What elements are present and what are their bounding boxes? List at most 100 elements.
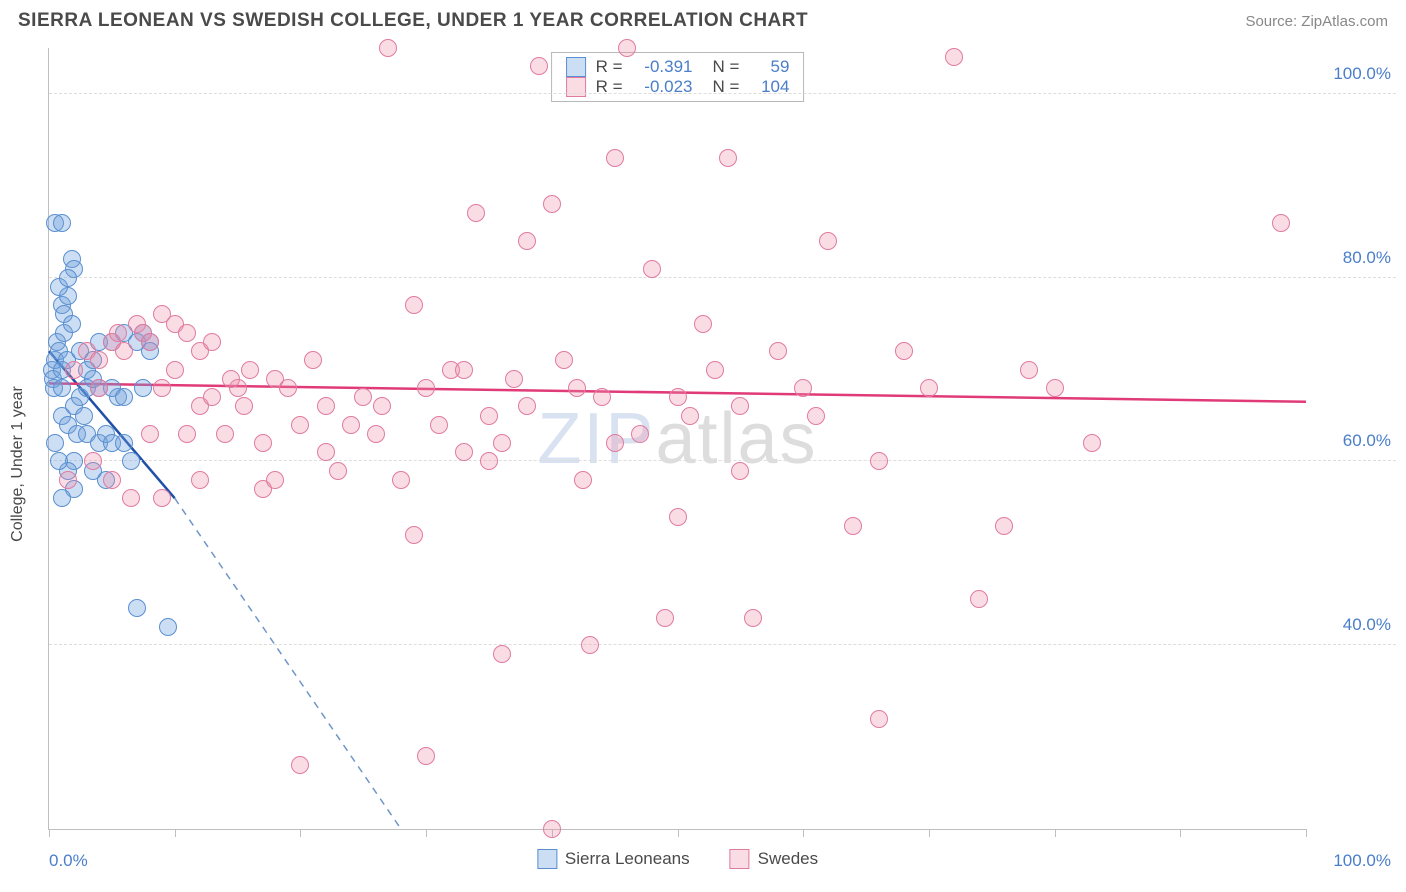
data-point xyxy=(241,361,259,379)
data-point xyxy=(203,388,221,406)
data-point xyxy=(1272,214,1290,232)
data-point xyxy=(643,260,661,278)
data-point xyxy=(480,407,498,425)
data-point xyxy=(53,214,71,232)
stats-n-label: N = xyxy=(713,77,740,97)
legend-label: Sierra Leoneans xyxy=(565,849,690,869)
x-tick xyxy=(803,829,804,837)
data-point xyxy=(631,425,649,443)
y-tick-label: 100.0% xyxy=(1333,64,1391,84)
series-legend: Sierra Leoneans Swedes xyxy=(537,849,818,869)
data-point xyxy=(128,599,146,617)
stats-r-value: -0.391 xyxy=(633,57,693,77)
data-point xyxy=(405,526,423,544)
data-point xyxy=(178,425,196,443)
data-point xyxy=(719,149,737,167)
stats-swatch xyxy=(566,77,586,97)
stats-r-label: R = xyxy=(596,77,623,97)
data-point xyxy=(417,379,435,397)
data-point xyxy=(819,232,837,250)
data-point xyxy=(115,434,133,452)
data-point xyxy=(706,361,724,379)
data-point xyxy=(731,462,749,480)
data-point xyxy=(203,333,221,351)
data-point xyxy=(945,48,963,66)
data-point xyxy=(392,471,410,489)
data-point xyxy=(134,379,152,397)
data-point xyxy=(222,370,240,388)
y-tick-label: 40.0% xyxy=(1343,615,1391,635)
data-point xyxy=(159,618,177,636)
data-point xyxy=(103,471,121,489)
data-point xyxy=(581,636,599,654)
data-point xyxy=(895,342,913,360)
data-point xyxy=(354,388,372,406)
data-point xyxy=(430,416,448,434)
data-point xyxy=(493,434,511,452)
data-point xyxy=(455,361,473,379)
data-point xyxy=(518,397,536,415)
data-point xyxy=(109,324,127,342)
chart-container: College, Under 1 year ZIPatlas R =-0.391… xyxy=(38,48,1396,880)
data-point xyxy=(769,342,787,360)
data-point xyxy=(870,710,888,728)
data-point xyxy=(731,397,749,415)
stats-r-label: R = xyxy=(596,57,623,77)
data-point xyxy=(266,471,284,489)
y-tick-label: 80.0% xyxy=(1343,248,1391,268)
data-point xyxy=(669,508,687,526)
legend-swatch xyxy=(730,849,750,869)
data-point xyxy=(65,361,83,379)
y-tick-label: 60.0% xyxy=(1343,431,1391,451)
gridline-h xyxy=(49,93,1396,94)
data-point xyxy=(606,149,624,167)
data-point xyxy=(342,416,360,434)
data-point xyxy=(53,489,71,507)
x-axis-min-label: 0.0% xyxy=(49,851,88,871)
gridline-h xyxy=(49,277,1396,278)
chart-title: SIERRA LEONEAN VS SWEDISH COLLEGE, UNDER… xyxy=(18,10,808,32)
data-point xyxy=(115,388,133,406)
x-tick xyxy=(49,829,50,837)
data-point xyxy=(153,379,171,397)
data-point xyxy=(166,361,184,379)
legend-swatch xyxy=(537,849,557,869)
data-point xyxy=(669,388,687,406)
x-tick xyxy=(426,829,427,837)
data-point xyxy=(59,269,77,287)
data-point xyxy=(53,379,71,397)
data-point xyxy=(122,452,140,470)
data-point xyxy=(63,315,81,333)
data-point xyxy=(995,517,1013,535)
gridline-h xyxy=(49,460,1396,461)
data-point xyxy=(694,315,712,333)
data-point xyxy=(329,462,347,480)
data-point xyxy=(141,333,159,351)
data-point xyxy=(844,517,862,535)
data-point xyxy=(304,351,322,369)
data-point xyxy=(656,609,674,627)
stats-row: R =-0.391N =59 xyxy=(566,57,790,77)
data-point xyxy=(317,397,335,415)
data-point xyxy=(178,324,196,342)
stats-row: R =-0.023N =104 xyxy=(566,77,790,97)
y-axis-label: College, Under 1 year xyxy=(9,386,27,542)
data-point xyxy=(50,452,68,470)
stats-n-value: 59 xyxy=(749,57,789,77)
watermark: ZIPatlas xyxy=(537,398,817,480)
legend-item: Swedes xyxy=(730,849,818,869)
data-point xyxy=(90,351,108,369)
x-tick xyxy=(1180,829,1181,837)
x-tick xyxy=(678,829,679,837)
x-tick xyxy=(175,829,176,837)
stats-swatch xyxy=(566,57,586,77)
data-point xyxy=(46,434,64,452)
x-tick xyxy=(1306,829,1307,837)
plot-area: ZIPatlas R =-0.391N =59R =-0.023N =104 S… xyxy=(48,48,1306,830)
data-point xyxy=(317,443,335,461)
data-point xyxy=(543,195,561,213)
data-point xyxy=(681,407,699,425)
data-point xyxy=(480,452,498,470)
data-point xyxy=(367,425,385,443)
stats-r-value: -0.023 xyxy=(633,77,693,97)
